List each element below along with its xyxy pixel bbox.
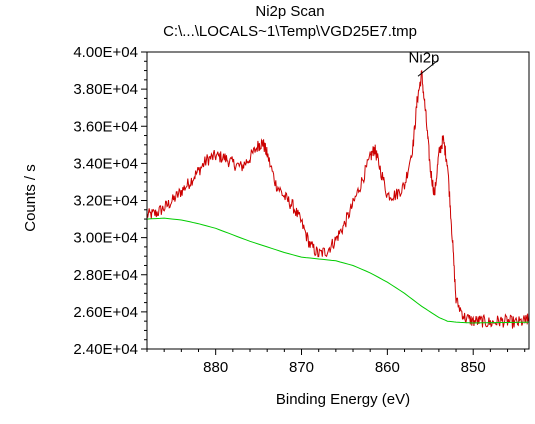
x-tick-label: 850 (461, 359, 486, 376)
y-tick-label: 2.60E+04 (73, 304, 138, 321)
y-tick-label: 3.00E+04 (73, 230, 138, 247)
y-tick-label: 3.60E+04 (73, 118, 138, 135)
y-tick-label: 2.40E+04 (73, 341, 138, 358)
spectrum-line (146, 69, 530, 329)
y-tick-label: 2.80E+04 (73, 267, 138, 284)
plot-frame (146, 51, 530, 350)
chart-title: Ni2p Scan (255, 3, 324, 20)
y-axis-label: Counts / s (22, 164, 39, 232)
x-tick-label: 860 (375, 359, 400, 376)
y-tick-label: 3.20E+04 (73, 193, 138, 210)
axis-ticks: 2.40E+04 2.60E+04 2.80E+04 3.00E+04 3.20E+04… (73, 44, 526, 376)
chart-subtitle: C:\...\LOCALS~1\Temp\VGD25E7.tmp (163, 23, 417, 40)
annotations: Ni2p (409, 49, 440, 77)
background-line (146, 217, 529, 324)
y-tick-label: 3.80E+04 (73, 81, 138, 98)
x-tick-label: 880 (203, 359, 228, 376)
y-tick-label: 4.00E+04 (73, 44, 138, 61)
x-tick-label: 870 (289, 359, 314, 376)
data-series (146, 69, 530, 329)
y-tick-label: 3.40E+04 (73, 155, 138, 172)
peak-annotation-label: Ni2p (409, 49, 440, 66)
x-axis-label: Binding Energy (eV) (276, 391, 410, 408)
annotation-leader-line (417, 59, 439, 77)
